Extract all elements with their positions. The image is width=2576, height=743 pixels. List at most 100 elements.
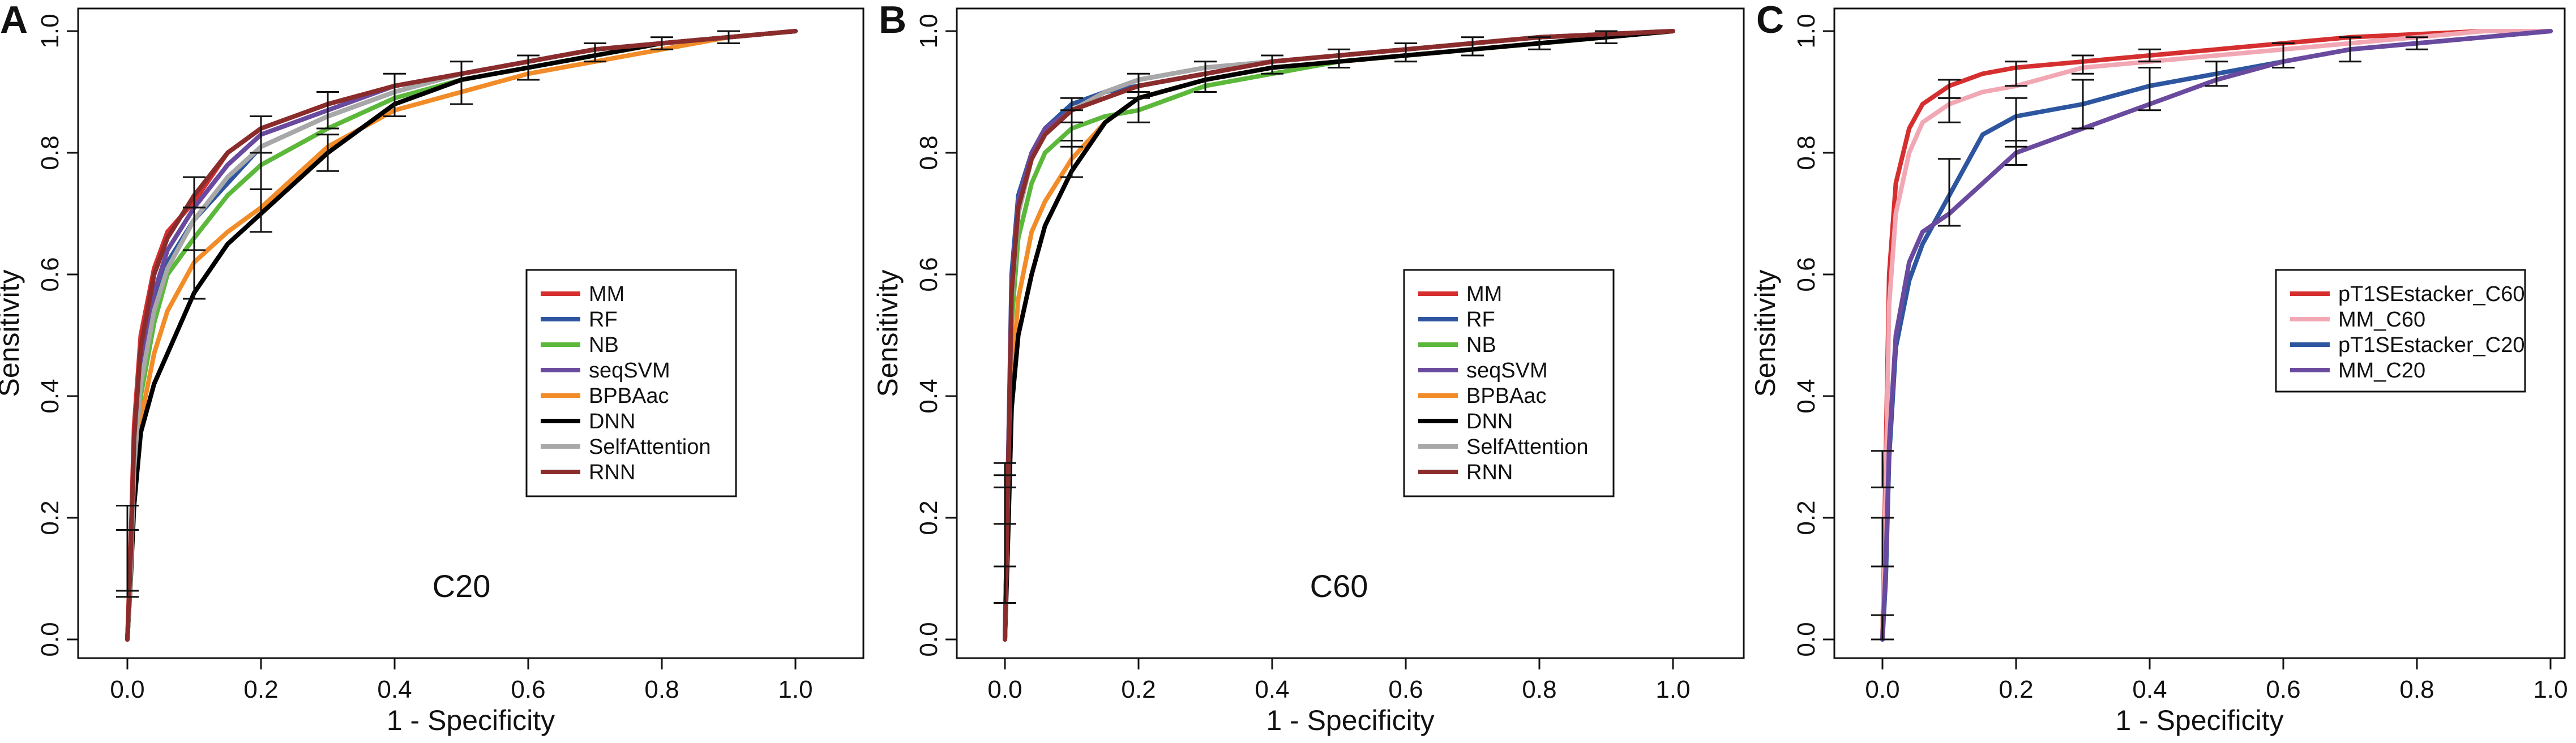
error-bar: [2005, 97, 2027, 148]
error-bar: [116, 529, 139, 592]
legend-label: MM: [589, 282, 624, 306]
error-bar: [1938, 79, 1961, 99]
y-tick-label: 1.0: [915, 14, 943, 48]
panel-b: B 0.0 0.2 0.4 0.6 0.8 1.0 0.0 0.2 0.4 0.6 0.8 1.0 1 -…: [872, 0, 1745, 736]
x-tick-label: 0.6: [511, 676, 545, 703]
y-tick-label: 0.2: [915, 500, 943, 535]
legend-box: [1403, 269, 1615, 497]
plot-frame: [77, 7, 865, 659]
error-bar: [1595, 30, 1618, 44]
panel-letter: A: [0, 0, 28, 41]
x-tick-label: 0.6: [2266, 676, 2300, 703]
x-tick-label: 0.6: [1388, 676, 1423, 703]
y-tick-label: 0.8: [915, 135, 943, 170]
error-bar: [1261, 54, 1283, 75]
y-axis-title: Sensitivity: [872, 269, 904, 397]
x-tick-label: 0.2: [1999, 676, 2033, 703]
panel-letter: C: [1756, 0, 1784, 41]
x-tick-label: 1.0: [2533, 676, 2568, 703]
x-tick-label: 0.8: [644, 676, 679, 703]
error-bar: [2272, 42, 2295, 68]
legend-label: DNN: [1466, 410, 1513, 433]
legend-label: RF: [589, 308, 618, 332]
legend-label: RNN: [1466, 461, 1513, 484]
error-bar: [2072, 79, 2094, 130]
error-bar: [2138, 48, 2161, 63]
error-bar: [584, 42, 606, 63]
x-tick-label: 0.4: [377, 676, 412, 703]
plot-frame: [1833, 7, 2566, 659]
error-bar: [1871, 614, 1894, 641]
error-bar: [316, 91, 339, 130]
x-tick-label: 0.2: [243, 676, 278, 703]
x-tick-label: 1.0: [1655, 676, 1690, 703]
error-bar: [2005, 61, 2027, 87]
error-bar: [2406, 36, 2428, 50]
legend-label: NB: [589, 333, 619, 357]
legend-label: MM: [1466, 282, 1502, 306]
x-axis-title: 1 - Specificity: [2115, 705, 2283, 736]
y-tick-label: 0.0: [36, 622, 64, 656]
y-tick-label: 0.6: [915, 257, 943, 291]
error-bar: [1328, 48, 1350, 68]
error-bar: [2072, 54, 2094, 75]
x-tick-label: 0.0: [110, 676, 144, 703]
error-bar: [1461, 36, 1484, 57]
legend-label: MM_C20: [2338, 359, 2425, 383]
x-axis-title: 1 - Specificity: [1266, 705, 1434, 736]
y-tick-label: 0.8: [1792, 135, 1820, 170]
legend-label: RNN: [589, 461, 635, 484]
legend-label: seqSVM: [589, 359, 670, 383]
x-axis-title: 1 - Specificity: [387, 705, 555, 736]
panel-c: C 0.0 0.2 0.4 0.6 0.8 1.0 0.0 0.2 0.4 0.6 0.8 1.0 1 -…: [1749, 0, 2568, 736]
y-tick-label: 1.0: [36, 14, 64, 48]
y-tick-label: 0.2: [1792, 500, 1820, 535]
cutoff-annotation: C20: [433, 568, 491, 604]
legend-box: [525, 269, 737, 497]
legend-label: pT1SEstacker_C60: [2338, 282, 2525, 306]
y-tick-label: 0.4: [36, 379, 64, 413]
y-tick-label: 0.0: [1792, 622, 1820, 656]
error-bar: [1938, 158, 1961, 227]
error-bar: [2138, 67, 2161, 111]
legend-label: seqSVM: [1466, 359, 1548, 383]
y-tick-label: 0.6: [36, 257, 64, 291]
error-bar: [1060, 97, 1083, 123]
y-tick-label: 0.8: [36, 135, 64, 170]
y-axis-title: Sensitivity: [1749, 269, 1781, 397]
legend-label: MM_C60: [2338, 308, 2425, 332]
x-tick-label: 0.8: [1522, 676, 1556, 703]
error-bar: [994, 486, 1016, 525]
error-bar: [1394, 42, 1417, 63]
error-bar: [183, 176, 206, 209]
x-tick-label: 0.4: [2132, 676, 2167, 703]
y-tick-label: 0.4: [1792, 379, 1820, 413]
error-bar: [1194, 61, 1217, 93]
error-bar: [316, 134, 339, 172]
legend-label: SelfAttention: [1466, 435, 1588, 459]
x-tick-label: 0.2: [1121, 676, 1156, 703]
legend-label: BPBAac: [589, 384, 669, 408]
x-tick-label: 1.0: [778, 676, 812, 703]
error-bar: [517, 54, 540, 81]
cutoff-annotation: C60: [1310, 568, 1368, 604]
y-tick-label: 0.6: [1792, 257, 1820, 291]
error-bar: [1871, 517, 1894, 568]
x-tick-label: 0.8: [2399, 676, 2434, 703]
x-tick-label: 0.0: [987, 676, 1022, 703]
error-bar: [2205, 61, 2228, 87]
legend: pT1SEstacker_C60MM_C60pT1SEstacker_C20MM…: [2275, 269, 2526, 393]
y-tick-label: 1.0: [1792, 14, 1820, 48]
y-axis-title: Sensitivity: [0, 269, 25, 397]
y-tick-label: 0.2: [36, 500, 64, 535]
error-bar: [2339, 36, 2361, 63]
plot-frame: [956, 7, 1745, 659]
y-tick-label: 0.4: [915, 379, 943, 413]
panel-a: A 0.0 0.2 0.4 0.6 0.8 1.0 0.0 0.2 0.4 0.6 0.8 1.0 1 -…: [0, 0, 865, 736]
error-bar: [383, 72, 406, 117]
legend-label: NB: [1466, 333, 1496, 357]
legend-label: pT1SEstacker_C20: [2338, 333, 2525, 357]
